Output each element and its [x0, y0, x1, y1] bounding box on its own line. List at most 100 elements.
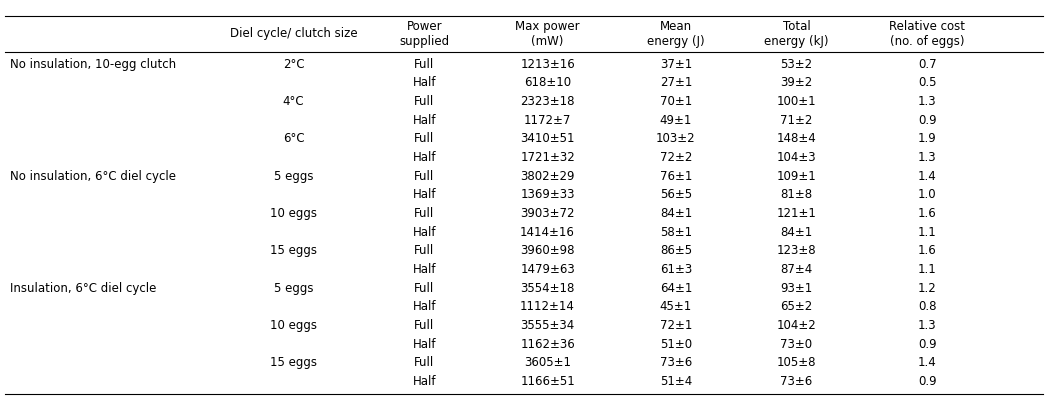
Text: Half: Half [413, 263, 436, 276]
Text: 1162±36: 1162±36 [520, 338, 575, 351]
Text: 56±5: 56±5 [660, 188, 692, 201]
Text: 51±0: 51±0 [660, 338, 692, 351]
Text: 76±1: 76±1 [660, 170, 692, 183]
Text: 10 eggs: 10 eggs [270, 207, 316, 220]
Text: 2323±18: 2323±18 [520, 95, 575, 108]
Text: 1721±32: 1721±32 [520, 151, 575, 164]
Text: 1.1: 1.1 [918, 226, 937, 239]
Text: 103±2: 103±2 [656, 133, 696, 145]
Text: Half: Half [413, 151, 436, 164]
Text: 6°C: 6°C [283, 133, 304, 145]
Text: Full: Full [414, 58, 435, 71]
Text: 45±1: 45±1 [660, 300, 692, 313]
Text: 53±2: 53±2 [781, 58, 812, 71]
Text: 39±2: 39±2 [781, 76, 812, 90]
Text: Diel cycle/ clutch size: Diel cycle/ clutch size [230, 27, 357, 40]
Text: 81±8: 81±8 [781, 188, 812, 201]
Text: 0.5: 0.5 [918, 76, 937, 90]
Text: 1.0: 1.0 [918, 188, 937, 201]
Text: 100±1: 100±1 [777, 95, 816, 108]
Text: 72±1: 72±1 [660, 319, 692, 332]
Text: 105±8: 105±8 [777, 356, 816, 369]
Text: 73±6: 73±6 [660, 356, 692, 369]
Text: Half: Half [413, 375, 436, 388]
Text: 0.9: 0.9 [918, 338, 937, 351]
Text: 4°C: 4°C [283, 95, 304, 108]
Text: Full: Full [414, 356, 435, 369]
Text: 2°C: 2°C [283, 58, 304, 71]
Text: 1213±16: 1213±16 [520, 58, 575, 71]
Text: Half: Half [413, 300, 436, 313]
Text: Full: Full [414, 95, 435, 108]
Text: 27±1: 27±1 [660, 76, 692, 90]
Text: 1172±7: 1172±7 [524, 114, 571, 127]
Text: 1.4: 1.4 [918, 356, 937, 369]
Text: Full: Full [414, 282, 435, 295]
Text: 0.9: 0.9 [918, 375, 937, 388]
Text: 1.3: 1.3 [918, 319, 937, 332]
Text: 84±1: 84±1 [660, 207, 692, 220]
Text: 3802±29: 3802±29 [520, 170, 575, 183]
Text: 5 eggs: 5 eggs [274, 282, 313, 295]
Text: 1369±33: 1369±33 [520, 188, 575, 201]
Text: Half: Half [413, 76, 436, 90]
Text: 70±1: 70±1 [660, 95, 692, 108]
Text: No insulation, 6°C diel cycle: No insulation, 6°C diel cycle [10, 170, 176, 183]
Text: 104±2: 104±2 [777, 319, 816, 332]
Text: No insulation, 10-egg clutch: No insulation, 10-egg clutch [10, 58, 177, 71]
Text: Full: Full [414, 207, 435, 220]
Text: Full: Full [414, 244, 435, 258]
Text: 72±2: 72±2 [660, 151, 692, 164]
Text: Full: Full [414, 133, 435, 145]
Text: 64±1: 64±1 [660, 282, 692, 295]
Text: Full: Full [414, 319, 435, 332]
Text: 1.3: 1.3 [918, 151, 937, 164]
Text: 1.2: 1.2 [918, 282, 937, 295]
Text: Half: Half [413, 226, 436, 239]
Text: 0.8: 0.8 [918, 300, 937, 313]
Text: Total
energy (kJ): Total energy (kJ) [764, 20, 829, 48]
Text: 0.9: 0.9 [918, 114, 937, 127]
Text: 49±1: 49±1 [660, 114, 692, 127]
Text: 73±0: 73±0 [781, 338, 812, 351]
Text: Half: Half [413, 114, 436, 127]
Text: 1.3: 1.3 [918, 95, 937, 108]
Text: Power
supplied: Power supplied [399, 20, 450, 48]
Text: 123±8: 123±8 [777, 244, 816, 258]
Text: Max power
(mW): Max power (mW) [516, 20, 580, 48]
Text: 0.7: 0.7 [918, 58, 937, 71]
Text: 65±2: 65±2 [781, 300, 812, 313]
Text: 618±10: 618±10 [524, 76, 571, 90]
Text: Relative cost
(no. of eggs): Relative cost (no. of eggs) [890, 20, 965, 48]
Text: 5 eggs: 5 eggs [274, 170, 313, 183]
Text: 86±5: 86±5 [660, 244, 692, 258]
Text: 148±4: 148±4 [777, 133, 816, 145]
Text: 3410±51: 3410±51 [520, 133, 575, 145]
Text: Insulation, 6°C diel cycle: Insulation, 6°C diel cycle [10, 282, 157, 295]
Text: 51±4: 51±4 [660, 375, 692, 388]
Text: 61±3: 61±3 [660, 263, 692, 276]
Text: 87±4: 87±4 [781, 263, 812, 276]
Text: 109±1: 109±1 [777, 170, 816, 183]
Text: 37±1: 37±1 [660, 58, 692, 71]
Text: 1.1: 1.1 [918, 263, 937, 276]
Text: 3554±18: 3554±18 [521, 282, 574, 295]
Text: 15 eggs: 15 eggs [270, 244, 316, 258]
Text: 3605±1: 3605±1 [524, 356, 571, 369]
Text: 58±1: 58±1 [660, 226, 692, 239]
Text: 1112±14: 1112±14 [520, 300, 575, 313]
Text: Mean
energy (J): Mean energy (J) [648, 20, 704, 48]
Text: 1.4: 1.4 [918, 170, 937, 183]
Text: 1166±51: 1166±51 [520, 375, 575, 388]
Text: 93±1: 93±1 [781, 282, 812, 295]
Text: 71±2: 71±2 [781, 114, 812, 127]
Text: 1.6: 1.6 [918, 207, 937, 220]
Text: 3960±98: 3960±98 [520, 244, 575, 258]
Text: 1.9: 1.9 [918, 133, 937, 145]
Text: 15 eggs: 15 eggs [270, 356, 316, 369]
Text: 10 eggs: 10 eggs [270, 319, 316, 332]
Text: 104±3: 104±3 [777, 151, 816, 164]
Text: Half: Half [413, 188, 436, 201]
Text: 3555±34: 3555±34 [521, 319, 574, 332]
Text: 1.6: 1.6 [918, 244, 937, 258]
